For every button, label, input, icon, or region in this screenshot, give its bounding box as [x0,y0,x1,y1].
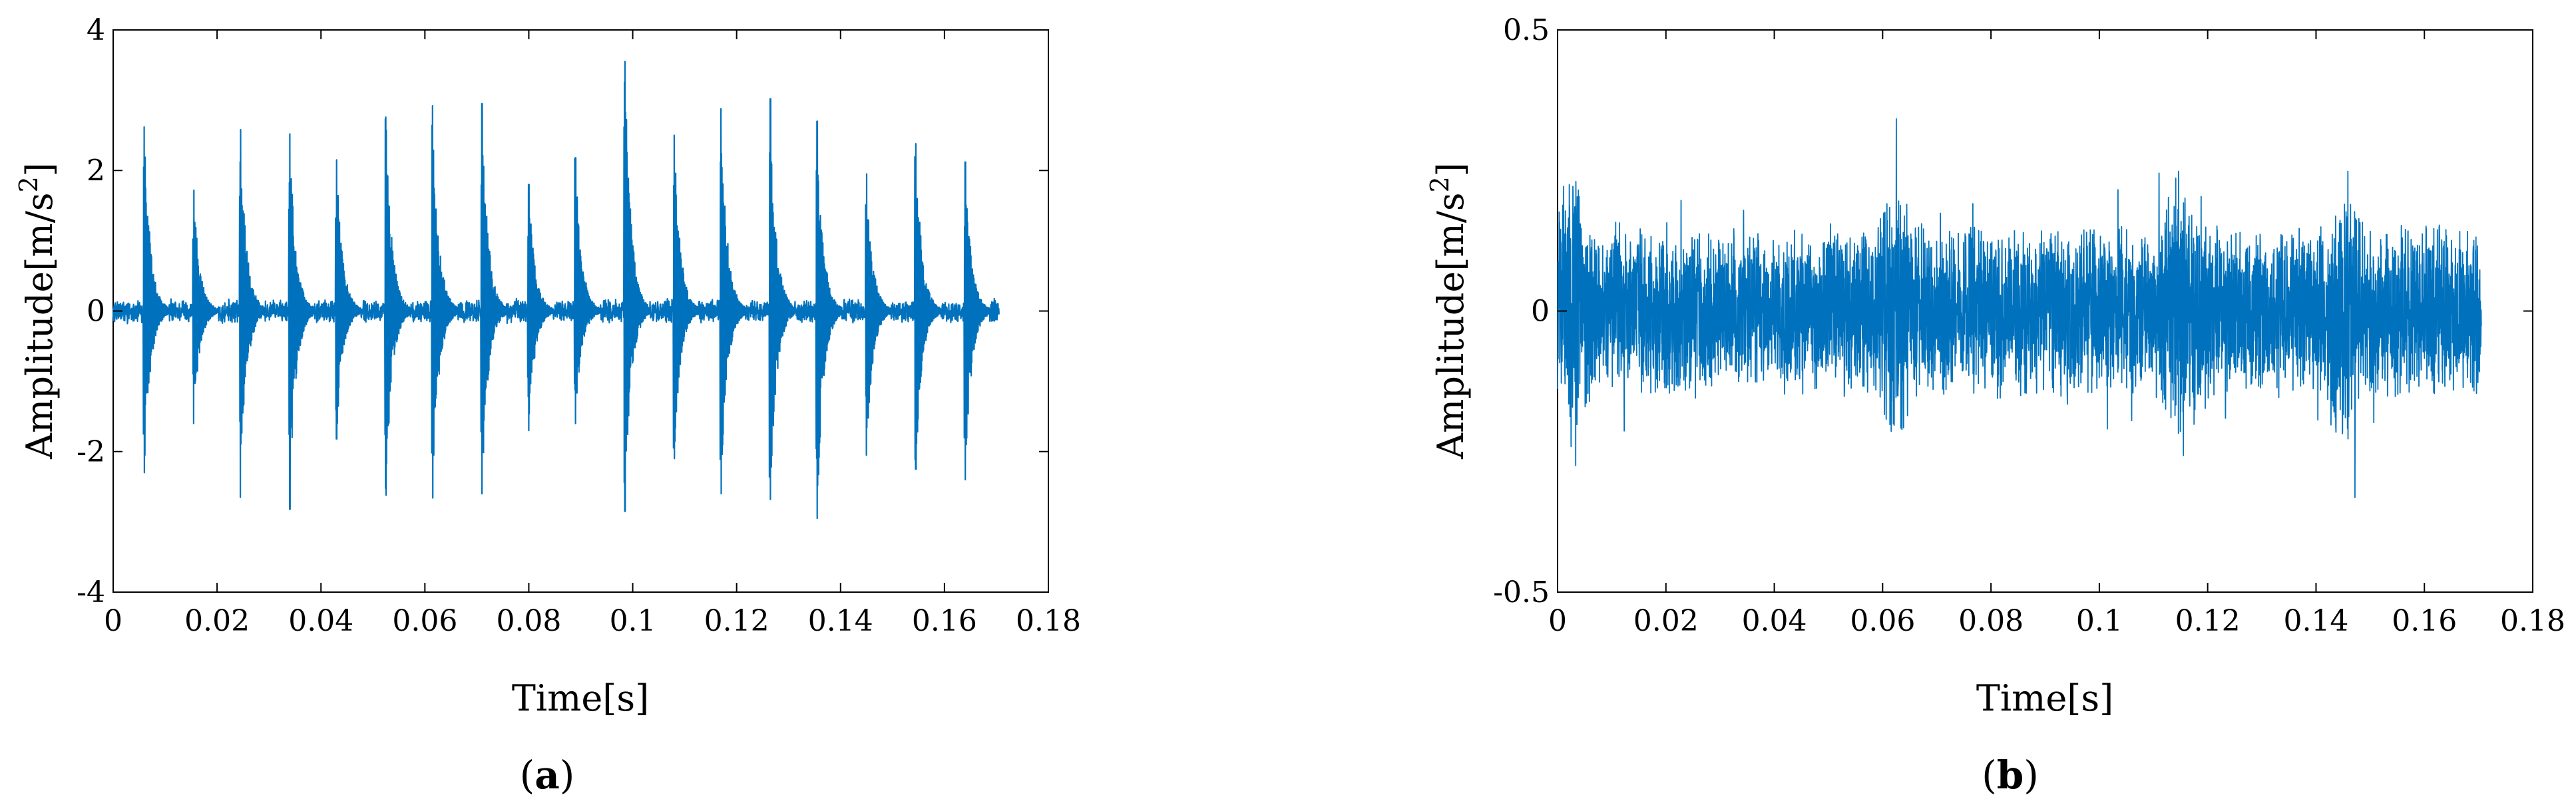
y-tick-label: 4 [87,13,105,47]
x-tick-label: 0.16 [912,604,977,638]
y-ticks-a: -4 -2 0 2 4 [77,13,1048,609]
y-tick-label: 0 [87,295,105,329]
y-tick-label: -2 [77,435,105,469]
x-tick-label: 0.1 [2076,604,2123,638]
x-tick-label: 0.06 [392,604,457,638]
x-tick-label: 0.18 [2500,604,2565,638]
x-tick-label: 0.16 [2392,604,2457,638]
x-tick-label: 0.08 [1958,604,2024,638]
x-tick-label: 0.02 [184,604,250,638]
x-tick-label: 0.04 [288,604,353,638]
y-ticks-b: -0.5 0 0.5 [1493,13,2533,609]
x-tick-label: 0.02 [1633,604,1699,638]
y-tick-label: -4 [77,575,105,609]
y-tick-label: -0.5 [1493,575,1550,609]
signal-line-b [1557,118,2482,498]
y-tick-label: 0 [1531,295,1550,329]
x-tick-label: 0.12 [704,604,769,638]
x-tick-label: 0 [104,604,122,638]
caption-b: (b) [1982,752,2039,798]
y-axis-label-a: Amplitude[m/s2] [14,162,61,460]
x-tick-label: 0.1 [610,604,656,638]
caption-a: (a) [520,752,575,798]
x-tick-label: 0.18 [1016,604,1081,638]
x-tick-label: 0.04 [1742,604,1807,638]
x-tick-label: 0.06 [1850,604,1915,638]
y-tick-label: 0.5 [1503,13,1550,47]
x-tick-label: 0.14 [808,604,873,638]
chart-a: 0 0.02 0.04 0.06 0.08 0.1 0.12 0.14 0.16 0.18 -4-… [14,13,1081,798]
x-tick-label: 0.12 [2175,604,2241,638]
y-axis-label-b: Amplitude[m/s2] [1425,162,1472,460]
x-tick-label: 0.08 [496,604,561,638]
signal-line-a [112,61,1000,520]
y-tick-label: 2 [87,154,105,188]
x-tick-label: 0 [1548,604,1567,638]
chart-b: 0 0.02 0.04 0.06 0.08 0.1 0.12 0.14 0.16 0.18 -0.… [1425,13,2565,798]
x-axis-label-b: Time[s] [1976,677,2113,719]
x-ticks-b: 0 0.02 0.04 0.06 0.08 0.1 0.12 0.14 0.16 0.18 [1548,30,2565,638]
x-axis-label-a: Time[s] [512,677,649,719]
x-ticks-a: 0 0.02 0.04 0.06 0.08 0.1 0.12 0.14 0.16 0.18 [104,30,1081,638]
x-tick-label: 0.14 [2283,604,2348,638]
